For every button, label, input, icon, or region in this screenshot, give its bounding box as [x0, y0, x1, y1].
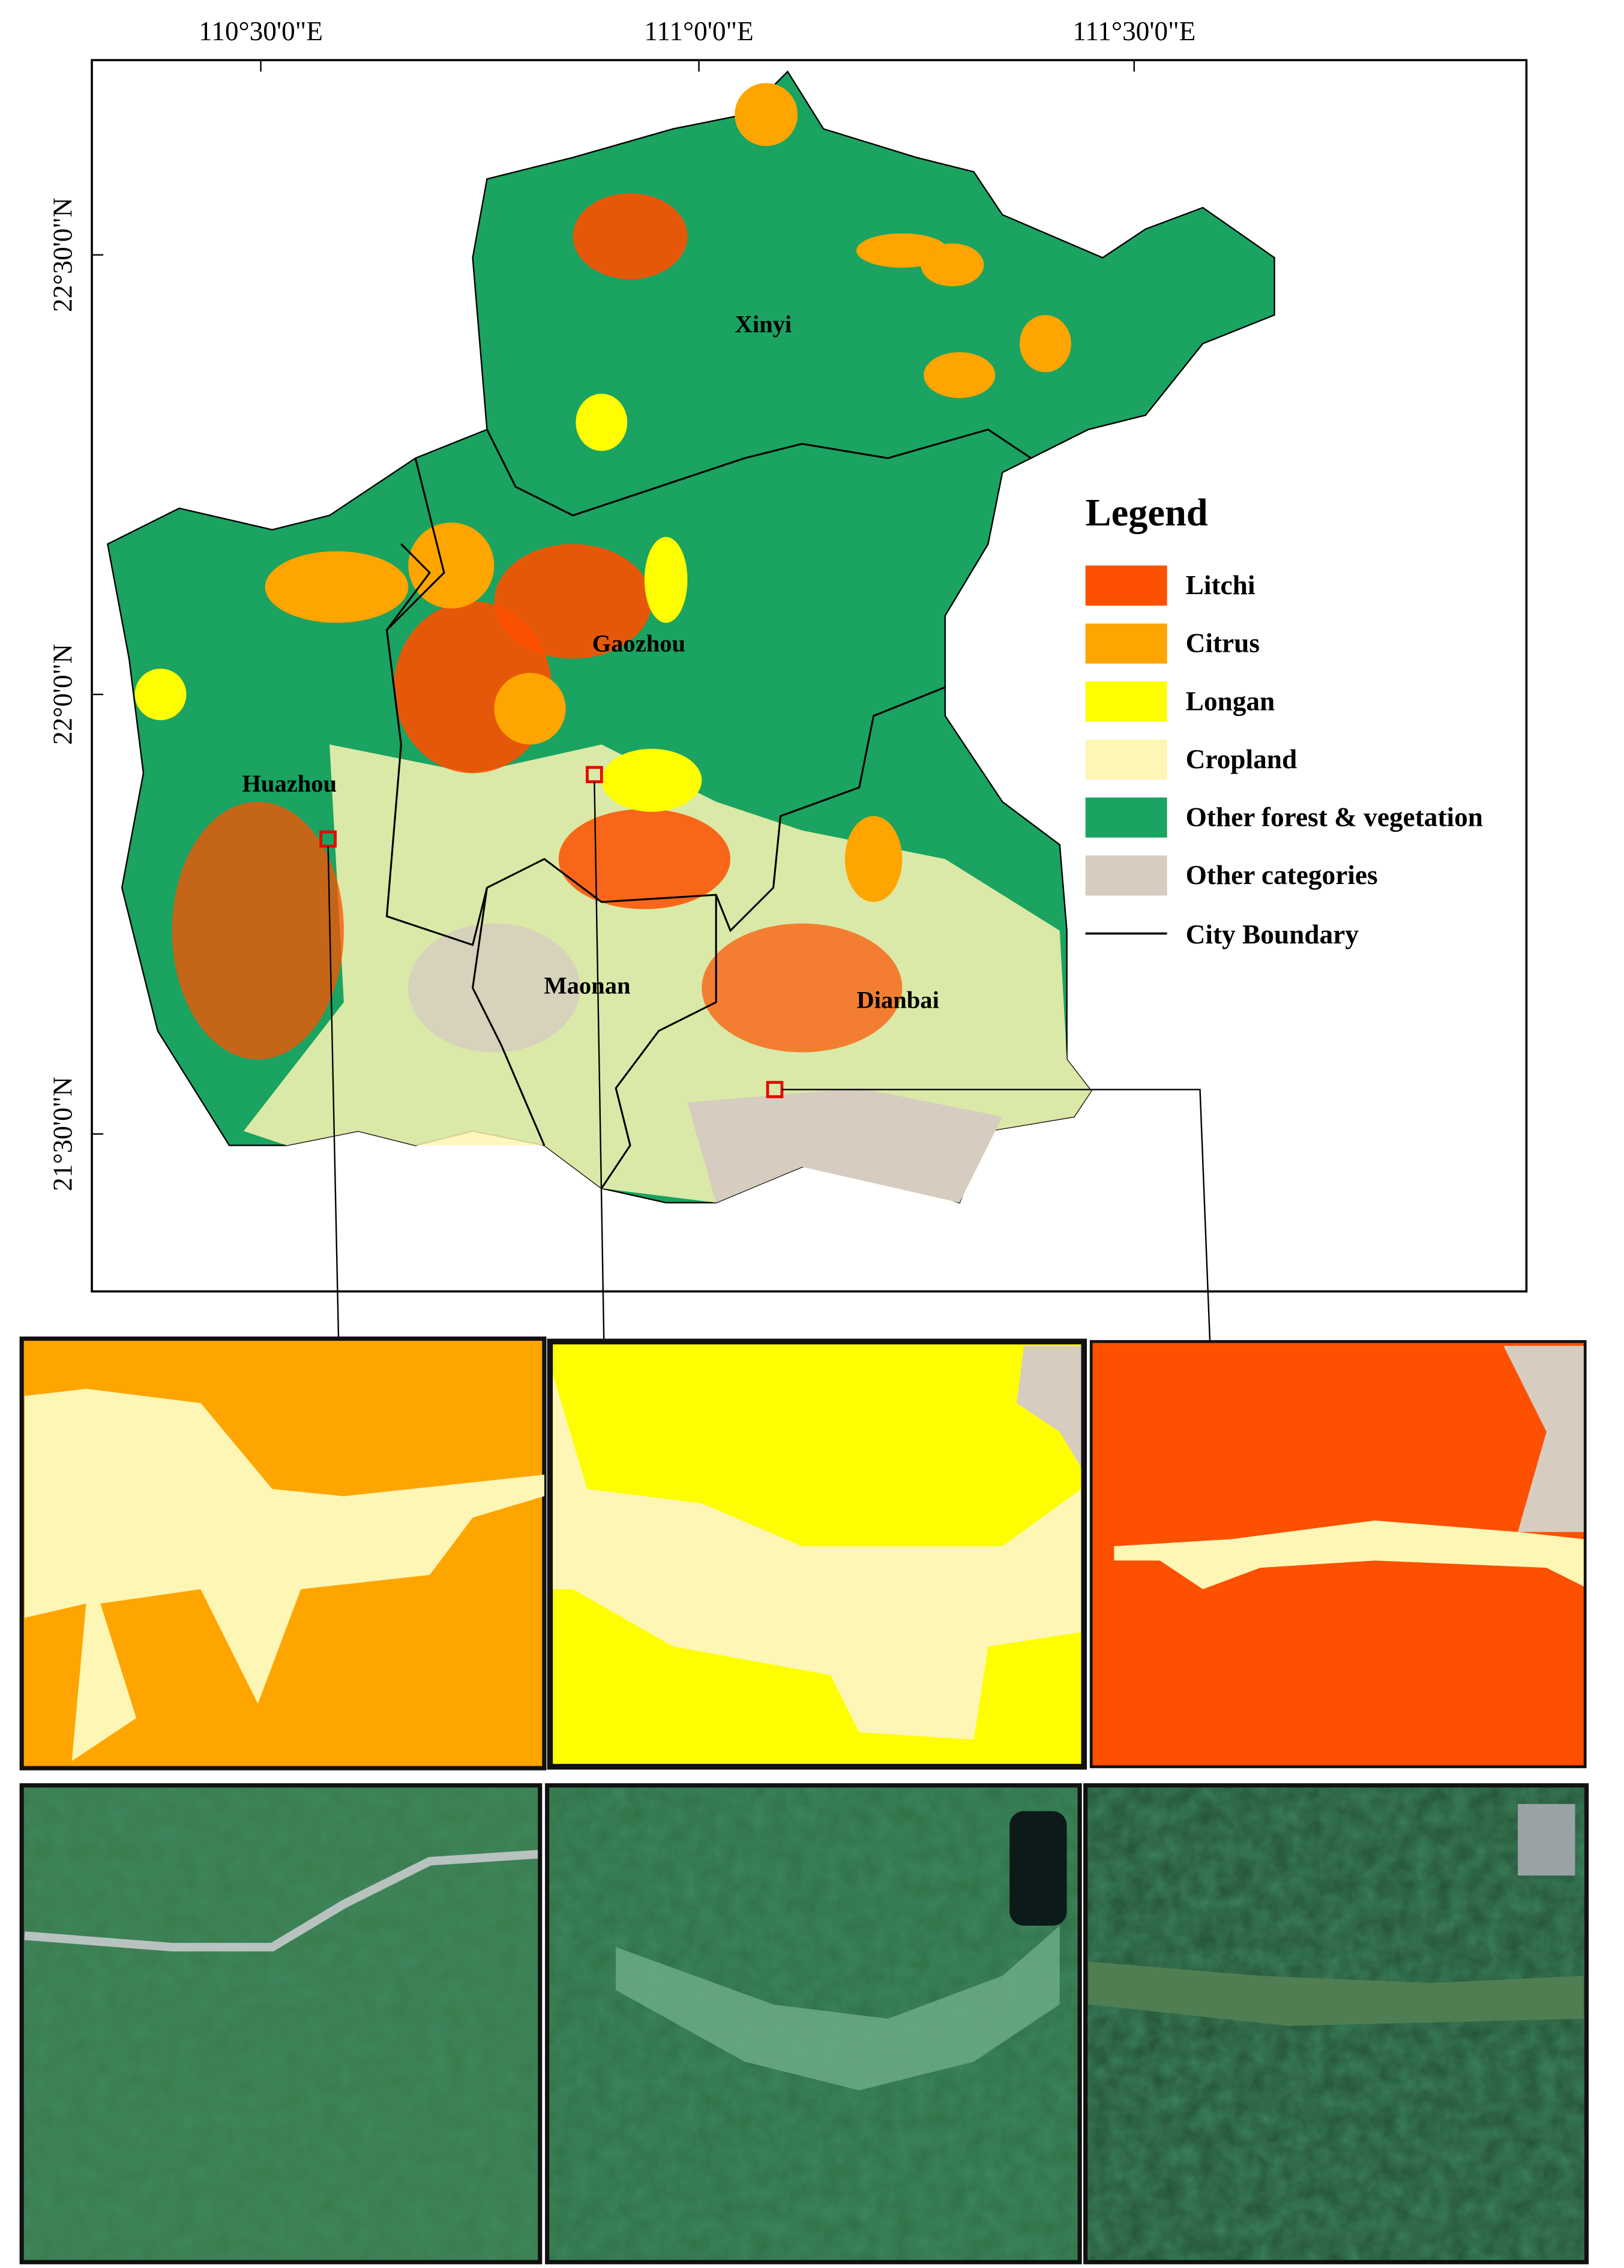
longan-zone: [134, 669, 187, 720]
inset-other: [1503, 1346, 1584, 1532]
city-boundary: [486, 428, 1032, 517]
litchi-zone: [558, 808, 731, 909]
legend-swatch: [1085, 681, 1167, 722]
inset-row: [19, 1336, 1587, 1770]
arrow: [781, 1089, 1220, 1455]
legend: Legend Litchi Citrus Longan Cropland Other f…: [1085, 492, 1483, 949]
citrus-zone: [265, 551, 409, 623]
other-zone: [687, 1088, 1003, 1203]
lon-label: 110°30'0"E: [199, 16, 323, 46]
legend-label: Longan: [1186, 686, 1275, 716]
litchi-zone: [172, 801, 344, 1060]
city-label: Maonan: [544, 972, 630, 999]
citrus-zone: [924, 352, 996, 399]
lat-label: 22°0'0"N: [48, 644, 78, 745]
longan-zone: [576, 394, 628, 451]
imagery-frame: [19, 1783, 543, 2264]
litchi-zone: [573, 193, 688, 280]
longan-zone: [601, 748, 702, 812]
inset-cropland: [1114, 1520, 1584, 1590]
lat-label: 21°30'0"N: [48, 1077, 78, 1191]
city-boundary: [472, 887, 546, 1146]
legend-title: Legend: [1086, 492, 1208, 534]
road: [24, 1850, 541, 1952]
litchi-zone: [494, 544, 652, 659]
city-boundary: [601, 894, 717, 1189]
citrus-zone: [494, 673, 566, 745]
citrus-zone: [1019, 314, 1071, 373]
legend-label: City Boundary: [1186, 919, 1359, 949]
inset-cropland: [24, 1389, 544, 1761]
graticule-ticks: [92, 60, 1135, 1135]
litchi-zone: [702, 923, 903, 1053]
legend-swatch: [1085, 855, 1167, 896]
city-boundary: [385, 458, 946, 946]
city-label: Huazhou: [242, 770, 337, 797]
legend-swatch: [1085, 623, 1167, 664]
building: [1518, 1803, 1575, 1876]
legend-swatch: [1085, 797, 1167, 838]
imagery-texture: [22, 1785, 540, 2263]
other-zone: [408, 923, 580, 1053]
land-cover-map: [106, 70, 1275, 1204]
legend-swatch: [1085, 739, 1167, 780]
field-strip: [616, 1925, 1060, 2090]
legend-swatch: [1085, 565, 1167, 606]
citrus-zone: [735, 83, 798, 146]
imagery-frame: [1083, 1783, 1589, 2264]
lat-label: 22°30'0"N: [48, 197, 78, 312]
city-label: Xinyi: [735, 310, 792, 337]
inset-cropland: [553, 1374, 1081, 1740]
field-strip: [1088, 1961, 1584, 2026]
city-label: Gaozhou: [592, 630, 685, 657]
citrus-zone: [921, 243, 984, 287]
longan-zone: [644, 537, 688, 623]
legend-label: Citrus: [1186, 628, 1260, 658]
citrus-zone: [844, 816, 903, 902]
legend-label: Other categories: [1186, 860, 1378, 890]
pond: [1009, 1811, 1067, 1926]
lon-label: 111°0'0"E: [644, 16, 753, 46]
city-label: Dianbai: [856, 986, 939, 1013]
inset-other: [1017, 1346, 1081, 1468]
imagery-row: [19, 1783, 1589, 2264]
city-boundary: [386, 543, 432, 631]
legend-label: Litchi: [1186, 570, 1256, 600]
legend-label: Other forest & vegetation: [1186, 802, 1483, 832]
legend-label: Cropland: [1186, 744, 1298, 774]
lon-label: 111°30'0"E: [1072, 16, 1195, 46]
imagery-frame: [545, 1783, 1082, 2264]
